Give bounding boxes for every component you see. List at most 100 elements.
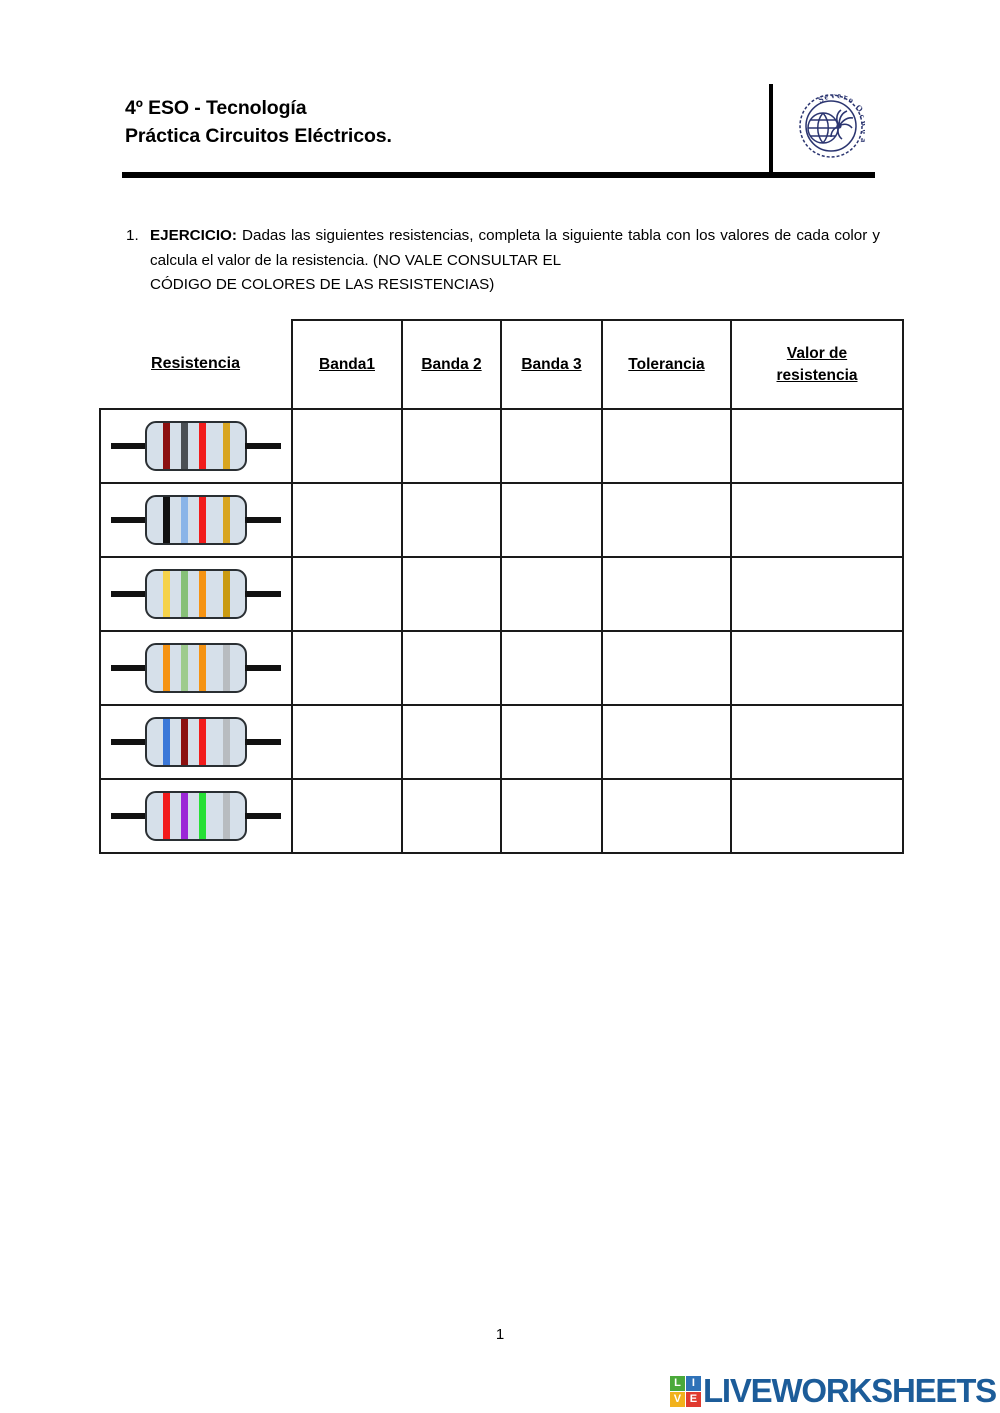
svg-text:h: h: [859, 119, 865, 127]
answer-cell-valor[interactable]: [730, 482, 904, 558]
resistor-body: [145, 569, 247, 619]
answer-cell-valor[interactable]: [730, 408, 904, 484]
answer-cell-banda1[interactable]: [291, 630, 403, 706]
resistor-2-icon: [111, 489, 281, 551]
resistor-4-icon: [111, 637, 281, 699]
resistor-band-green: [181, 571, 188, 617]
svg-text:e: e: [837, 92, 842, 100]
svg-text:a: a: [859, 138, 865, 143]
resistor-body: [145, 791, 247, 841]
resistor-lead-left: [111, 517, 147, 523]
column-header-banda2: Banda 2: [401, 319, 502, 410]
exercise-text-part1: Dadas las siguientes resistencias, compl…: [150, 227, 880, 269]
answer-cell-tolerancia[interactable]: [601, 556, 732, 632]
resistor-band-yellow: [163, 571, 170, 617]
answer-cell-banda2[interactable]: [401, 778, 502, 854]
resistor-cell: [99, 408, 293, 484]
table-body: [99, 408, 904, 854]
answer-cell-banda2[interactable]: [401, 408, 502, 484]
resistor-band-black: [181, 423, 188, 469]
svg-text:v: v: [830, 92, 836, 100]
page-number: 1: [495, 1326, 505, 1343]
header-vertical-divider: [769, 84, 773, 176]
answer-cell-valor[interactable]: [730, 704, 904, 780]
resistor-lead-right: [245, 443, 281, 449]
svg-text:O: O: [854, 102, 865, 114]
answer-cell-banda3[interactable]: [500, 630, 603, 706]
column-header-banda3: Banda 3: [500, 319, 603, 410]
resistor-band-silver: [223, 719, 230, 765]
resistor-band-gold: [223, 497, 230, 543]
answer-cell-tolerancia[interactable]: [601, 482, 732, 558]
resistor-band-red: [163, 793, 170, 839]
resistor-lead-right: [245, 591, 281, 597]
answer-cell-banda1[interactable]: [291, 704, 403, 780]
liveworksheets-tile-v: V: [669, 1391, 685, 1407]
answer-cell-banda1[interactable]: [291, 556, 403, 632]
resistor-band-violet: [181, 793, 188, 839]
answer-cell-tolerancia[interactable]: [601, 630, 732, 706]
resistor-1-icon: [111, 415, 281, 477]
exercise-number: 1.: [126, 227, 139, 244]
table-row: [99, 778, 904, 854]
answer-cell-banda2[interactable]: [401, 556, 502, 632]
resistor-body: [145, 495, 247, 545]
answer-cell-tolerancia[interactable]: [601, 778, 732, 854]
resistor-band-silver: [223, 645, 230, 691]
answer-cell-banda2[interactable]: [401, 704, 502, 780]
answer-cell-banda3[interactable]: [500, 778, 603, 854]
resistor-band-gold: [223, 571, 230, 617]
answer-cell-tolerancia[interactable]: [601, 704, 732, 780]
answer-cell-banda3[interactable]: [500, 556, 603, 632]
answer-cell-banda1[interactable]: [291, 408, 403, 484]
resistor-band-orange: [199, 645, 206, 691]
answer-cell-banda2[interactable]: [401, 482, 502, 558]
liveworksheets-tile-i: I: [685, 1375, 701, 1391]
resistor-cell: [99, 778, 293, 854]
svg-text:c: c: [857, 112, 865, 121]
answer-cell-banda3[interactable]: [500, 704, 603, 780]
resistor-band-red: [199, 719, 206, 765]
resistor-lead-left: [111, 739, 147, 745]
resistor-lead-right: [245, 813, 281, 819]
exercise-statement: 1. EJERCICIO: Dadas las siguientes resis…: [126, 224, 880, 298]
liveworksheets-tile-l: L: [669, 1375, 685, 1391]
resistor-band-green: [199, 793, 206, 839]
svg-text:e: e: [823, 92, 830, 102]
resistor-table: Resistencia Banda1 Banda 2 Banda 3 Toler…: [99, 319, 904, 854]
answer-cell-valor[interactable]: [730, 556, 904, 632]
table-row: [99, 704, 904, 780]
resistor-band-gold: [223, 423, 230, 469]
column-header-banda1: Banda1: [291, 319, 403, 410]
answer-cell-banda3[interactable]: [500, 408, 603, 484]
column-header-valor-resistencia: Valor de resistencia: [730, 319, 904, 410]
page-title-line1: 4º ESO - Tecnología: [125, 97, 307, 119]
answer-cell-banda2[interactable]: [401, 630, 502, 706]
resistor-cell: [99, 630, 293, 706]
table-row: [99, 408, 904, 484]
answer-cell-valor[interactable]: [730, 630, 904, 706]
resistor-6-icon: [111, 785, 281, 847]
answer-cell-banda1[interactable]: [291, 482, 403, 558]
answer-cell-valor[interactable]: [730, 778, 904, 854]
severo-ochoa-seal-icon: S e v e r o O c h o a: [797, 90, 871, 160]
resistor-band-blue: [163, 719, 170, 765]
exercise-text-part2: CÓDIGO DE COLORES DE LAS RESISTENCIAS): [150, 276, 495, 294]
column-header-tolerancia: Tolerancia: [601, 319, 732, 410]
column-header-resistencia: Resistencia: [151, 355, 240, 372]
answer-cell-banda1[interactable]: [291, 778, 403, 854]
resistor-band-green: [181, 645, 188, 691]
resistor-band-orange: [163, 645, 170, 691]
answer-cell-banda3[interactable]: [500, 482, 603, 558]
page-header: 4º ESO - Tecnología Práctica Circuitos E…: [0, 0, 1000, 195]
resistor-band-light-blue: [181, 497, 188, 543]
exercise-text: EJERCICIO: Dadas las siguientes resisten…: [150, 224, 880, 273]
resistor-band-red: [199, 497, 206, 543]
resistor-body: [145, 643, 247, 693]
resistor-band-brown: [163, 423, 170, 469]
resistor-lead-left: [111, 591, 147, 597]
liveworksheets-wordmark: LIVEWORKSHEETS: [702, 1372, 997, 1409]
table-header-row: Resistencia Banda1 Banda 2 Banda 3 Toler…: [100, 319, 904, 410]
answer-cell-tolerancia[interactable]: [601, 408, 732, 484]
